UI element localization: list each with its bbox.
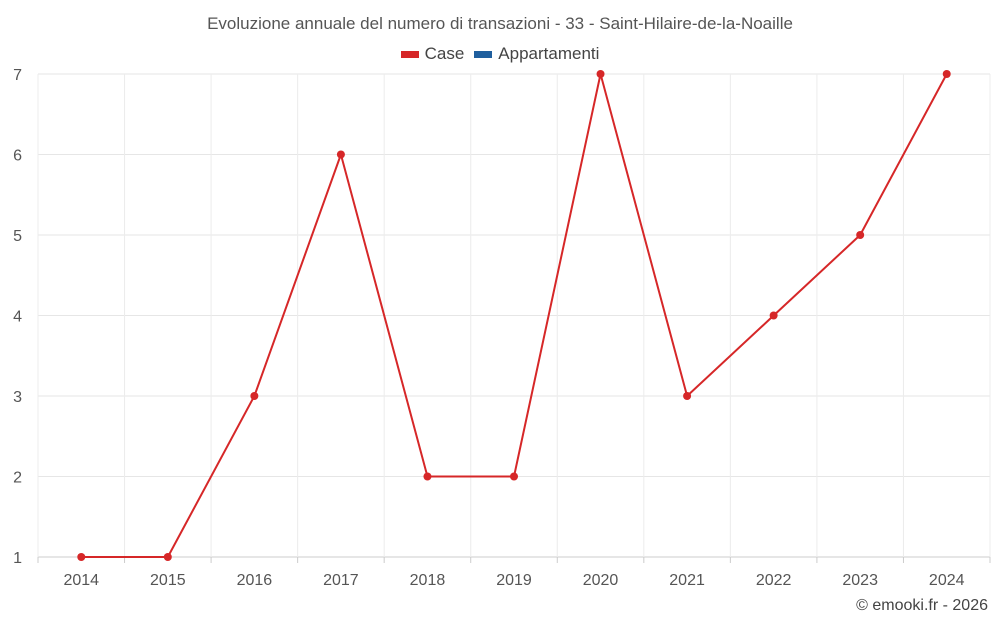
x-tick-label: 2019 [496,572,532,589]
legend-swatch-case [400,50,419,58]
y-tick-label: 7 [13,67,22,84]
y-tick-label: 5 [13,228,22,245]
legend-label-appartamenti: Appartamenti [498,44,600,63]
data-point [250,392,259,400]
y-tick-label: 1 [13,550,22,567]
x-tick-label: 2018 [410,572,446,589]
legend: Case Appartamenti [0,44,1000,64]
legend-item-case[interactable]: Case [400,44,465,64]
y-tick-label: 6 [13,148,22,165]
x-tick-label: 2016 [237,572,273,589]
data-point [683,392,692,400]
x-tick-label: 2015 [150,572,186,589]
data-point [510,472,518,481]
data-point [596,70,605,78]
data-point [336,150,345,159]
data-point [769,311,778,320]
x-tick-label: 2022 [756,572,792,589]
x-tick-label: 2023 [842,572,878,589]
y-tick-label: 4 [13,309,22,326]
legend-item-appartamenti[interactable]: Appartamenti [474,44,599,64]
x-tick-label: 2014 [63,572,99,589]
data-point [163,553,172,561]
data-point [77,553,86,561]
y-tick-label: 2 [13,470,22,487]
x-tick-label: 2021 [669,572,705,589]
chart-title: Evoluzione annuale del numero di transaz… [207,14,793,33]
data-point [942,70,951,78]
y-tick-label: 3 [13,389,22,406]
x-tick-label: 2017 [323,572,359,589]
legend-swatch-appartamenti [474,50,493,58]
x-tick-label: 2024 [929,572,965,589]
data-point [856,231,865,239]
x-tick-label: 2020 [583,572,619,589]
legend-label-case: Case [424,44,465,63]
data-point [423,472,432,481]
credit-text: © emooki.fr - 2026 [856,597,988,614]
